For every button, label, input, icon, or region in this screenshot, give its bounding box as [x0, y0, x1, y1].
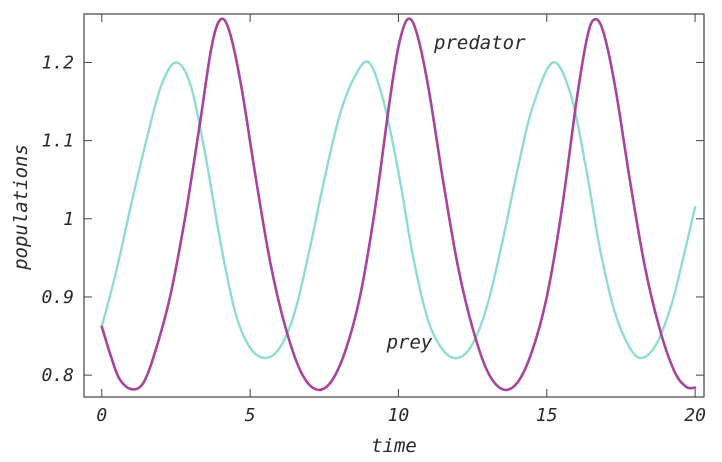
annotation-layer: predator prey: [386, 32, 527, 353]
x-axis-ticks: 0 5 10 15 20: [96, 14, 706, 426]
x-tick-label: 20: [684, 405, 706, 426]
x-tick-label: 5: [245, 405, 256, 426]
y-tick-label: 0.8: [41, 365, 74, 386]
predator-series-line: [100, 17, 697, 392]
x-axis-label: time: [371, 435, 417, 457]
x-tick-label: 15: [536, 405, 558, 426]
plot-frame: [83, 13, 705, 398]
x-tick-label: 0: [96, 405, 107, 426]
prey-series-line: [100, 60, 697, 360]
predator-annotation: predator: [433, 32, 526, 54]
series-layer: [100, 17, 697, 392]
y-axis-ticks: 0.8 0.9 1 1.1 1.2: [41, 52, 704, 386]
y-tick-label: 1: [63, 209, 74, 230]
x-tick-label: 10: [388, 405, 410, 426]
y-tick-label: 1.1: [41, 131, 74, 152]
prey-annotation: prey: [386, 332, 433, 354]
y-axis-label: populations: [10, 144, 32, 271]
y-tick-label: 1.2: [41, 52, 74, 73]
y-tick-label: 0.9: [41, 287, 74, 308]
